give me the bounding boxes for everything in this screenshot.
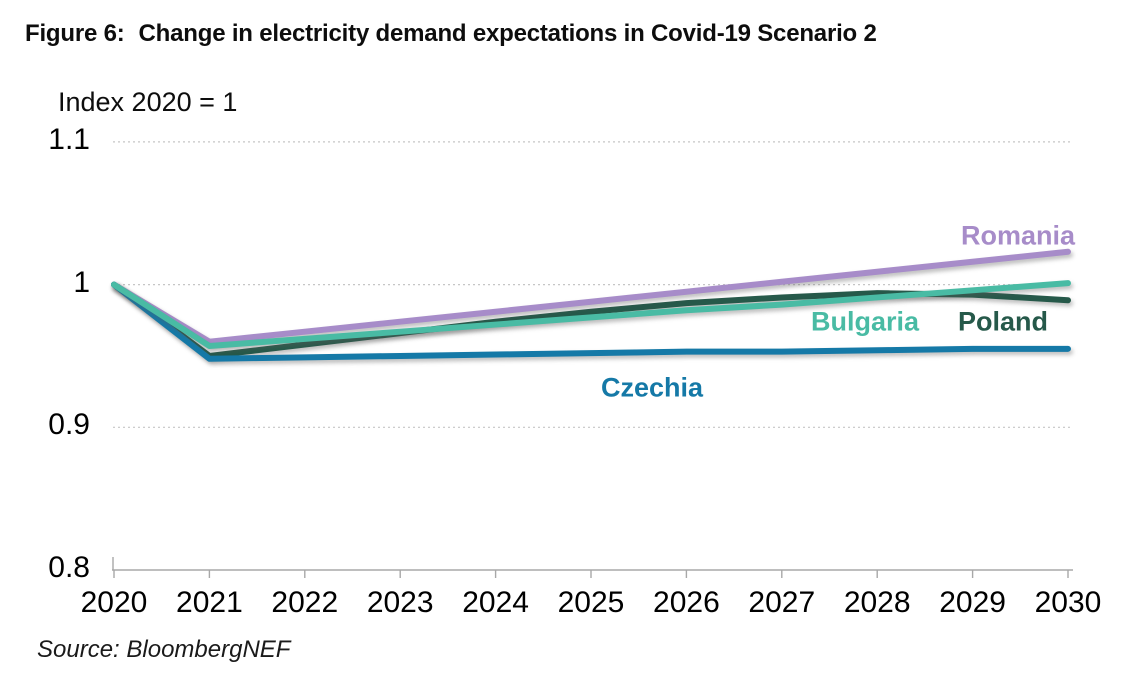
series-label-romania: Romania: [960, 220, 1076, 251]
line-romania: [111, 248, 1071, 345]
y-axis-label-0.8: 0.8: [48, 551, 90, 584]
figure-title: Figure 6: Change in electricity demand ex…: [25, 20, 877, 48]
y-axis-label-1.1: 1.1: [48, 122, 90, 156]
y-axis-unit-label: Index 2020 = 1: [58, 87, 238, 117]
x-axis-label-2021: 2021: [176, 586, 243, 619]
y-axis-label-0.9: 0.9: [48, 408, 90, 442]
series-label-poland: Poland: [957, 306, 1049, 337]
gridlines: [113, 141, 1073, 428]
x-axis-label-2029: 2029: [939, 586, 1006, 619]
line-bulgaria: [111, 280, 1071, 349]
x-axis-label-2030: 2030: [1034, 586, 1102, 619]
series-lines: [111, 248, 1071, 362]
x-axis: [112, 557, 1073, 578]
x-axis-label-2024: 2024: [462, 586, 529, 619]
series-label-czechia: Czechia: [600, 372, 704, 403]
series-label-bulgaria: Bulgaria: [810, 306, 920, 337]
x-axis-label-2020: 2020: [80, 586, 148, 619]
figure-title-text: Change in electricity demand expectation…: [138, 20, 877, 47]
figure-number: Figure 6:: [25, 20, 125, 47]
y-axis-label-1: 1: [73, 265, 90, 299]
x-axis-label-2026: 2026: [653, 586, 720, 619]
line-czechia: [111, 281, 1071, 362]
x-axis-label-2027: 2027: [748, 586, 816, 619]
source-note: Source: BloombergNEF: [37, 636, 291, 663]
x-axis-label-2025: 2025: [557, 586, 625, 619]
x-axis-label-2028: 2028: [843, 586, 911, 619]
x-axis-label-2023: 2023: [366, 586, 434, 619]
x-axis-label-2022: 2022: [271, 586, 339, 619]
